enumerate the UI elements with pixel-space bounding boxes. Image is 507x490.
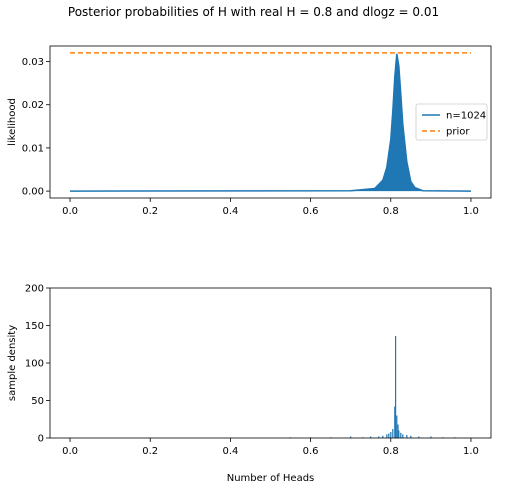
histogram-bar <box>397 424 399 438</box>
y-tick-label: 0.01 <box>22 143 44 154</box>
histogram-bar <box>392 429 394 438</box>
x-tick-label: 0.4 <box>222 446 238 457</box>
histogram-bar <box>418 436 420 438</box>
x-tick-label: 0.6 <box>303 206 319 217</box>
x-tick-label: 0.0 <box>62 446 78 457</box>
histogram-bar <box>350 436 352 438</box>
histogram-bar <box>406 435 408 438</box>
histogram-bar <box>395 336 397 438</box>
top-likelihood-plot: 0.0 0.2 0.4 0.6 0.8 1.0 0.00 0.01 0.02 0.03 likeli… <box>7 45 492 217</box>
histogram-bar <box>388 433 390 438</box>
series-area-n1024 <box>70 53 471 192</box>
x-tick-label: 0.2 <box>142 206 158 217</box>
y-tick-label: 0.03 <box>22 57 44 68</box>
x-axis-label: Number of Heads <box>227 473 315 484</box>
x-tick-label: 1.0 <box>463 446 479 457</box>
histogram-bar <box>398 430 400 438</box>
series-line-n1024 <box>69 53 472 192</box>
x-tick-label: 0.2 <box>142 446 158 457</box>
y-tick-label: 50 <box>31 396 44 407</box>
histogram-bar <box>400 432 402 439</box>
y-tick-label: 100 <box>25 359 44 370</box>
y-tick-label: 200 <box>25 284 44 295</box>
legend-label: prior <box>446 127 470 138</box>
y-tick-label: 0 <box>38 434 44 445</box>
x-tick-label: 1.0 <box>463 206 479 217</box>
histogram-bar <box>410 435 412 439</box>
legend-label: n=1024 <box>446 111 486 122</box>
histogram-bar <box>394 406 396 438</box>
axes-frame <box>49 45 492 199</box>
x-tick-label: 0.0 <box>62 206 78 217</box>
bottom-sample-density-plot: 0.0 0.2 0.4 0.6 0.8 1.0 0 50 100 150 200 sample den… <box>7 284 492 484</box>
histogram-bar <box>390 432 392 438</box>
y-tick-label: 150 <box>25 321 44 332</box>
histogram-bar <box>430 436 432 438</box>
histogram-bar <box>382 435 384 439</box>
x-tick-label: 0.4 <box>222 206 238 217</box>
histogram-bar <box>370 436 372 438</box>
figure-title: Posterior probabilities of H with real H… <box>68 5 439 19</box>
histogram-bar <box>396 415 398 438</box>
x-tick-label: 0.8 <box>383 206 399 217</box>
y-axis-label: likelihood <box>7 98 18 146</box>
histogram-bar <box>402 434 404 439</box>
histogram-bar <box>386 434 388 439</box>
y-axis-label: sample density <box>7 325 18 401</box>
y-tick-label: 0.00 <box>22 187 44 198</box>
axes-frame <box>49 287 492 439</box>
histogram-bar <box>378 436 380 438</box>
x-tick-label: 0.8 <box>383 446 399 457</box>
y-tick-label: 0.02 <box>22 100 44 111</box>
x-tick-label: 0.6 <box>303 446 319 457</box>
